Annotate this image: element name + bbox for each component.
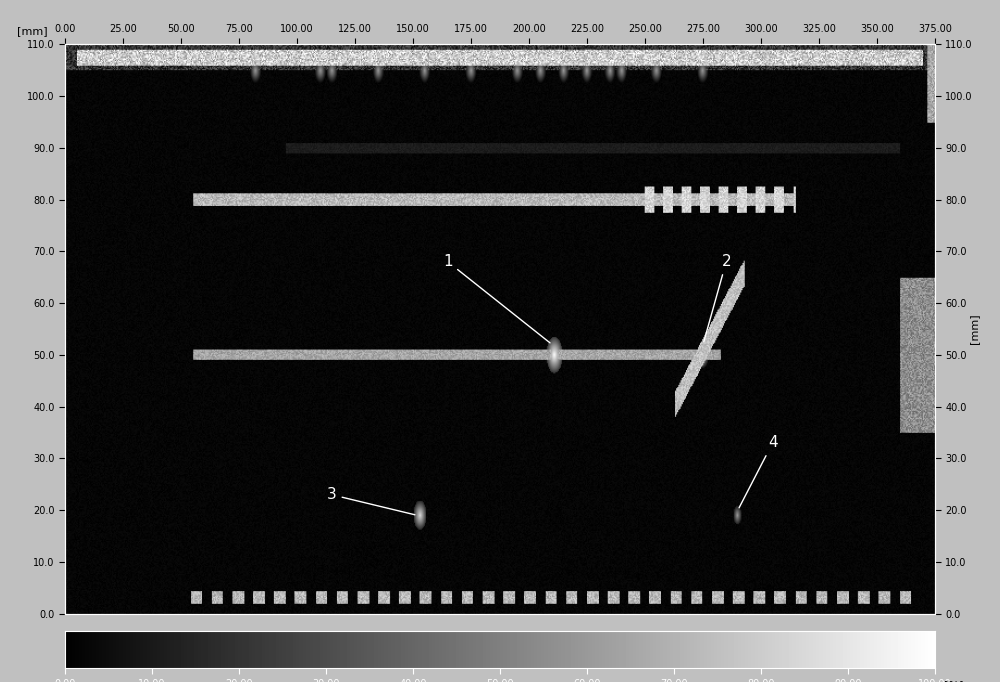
Text: 3: 3 [327, 487, 415, 515]
Text: 4: 4 [739, 436, 777, 508]
Text: [%]: [%] [944, 679, 963, 682]
Text: [mm]: [mm] [969, 314, 979, 344]
Text: 1: 1 [443, 254, 550, 343]
Text: 2: 2 [704, 254, 731, 342]
Text: [mm]: [mm] [17, 26, 48, 35]
